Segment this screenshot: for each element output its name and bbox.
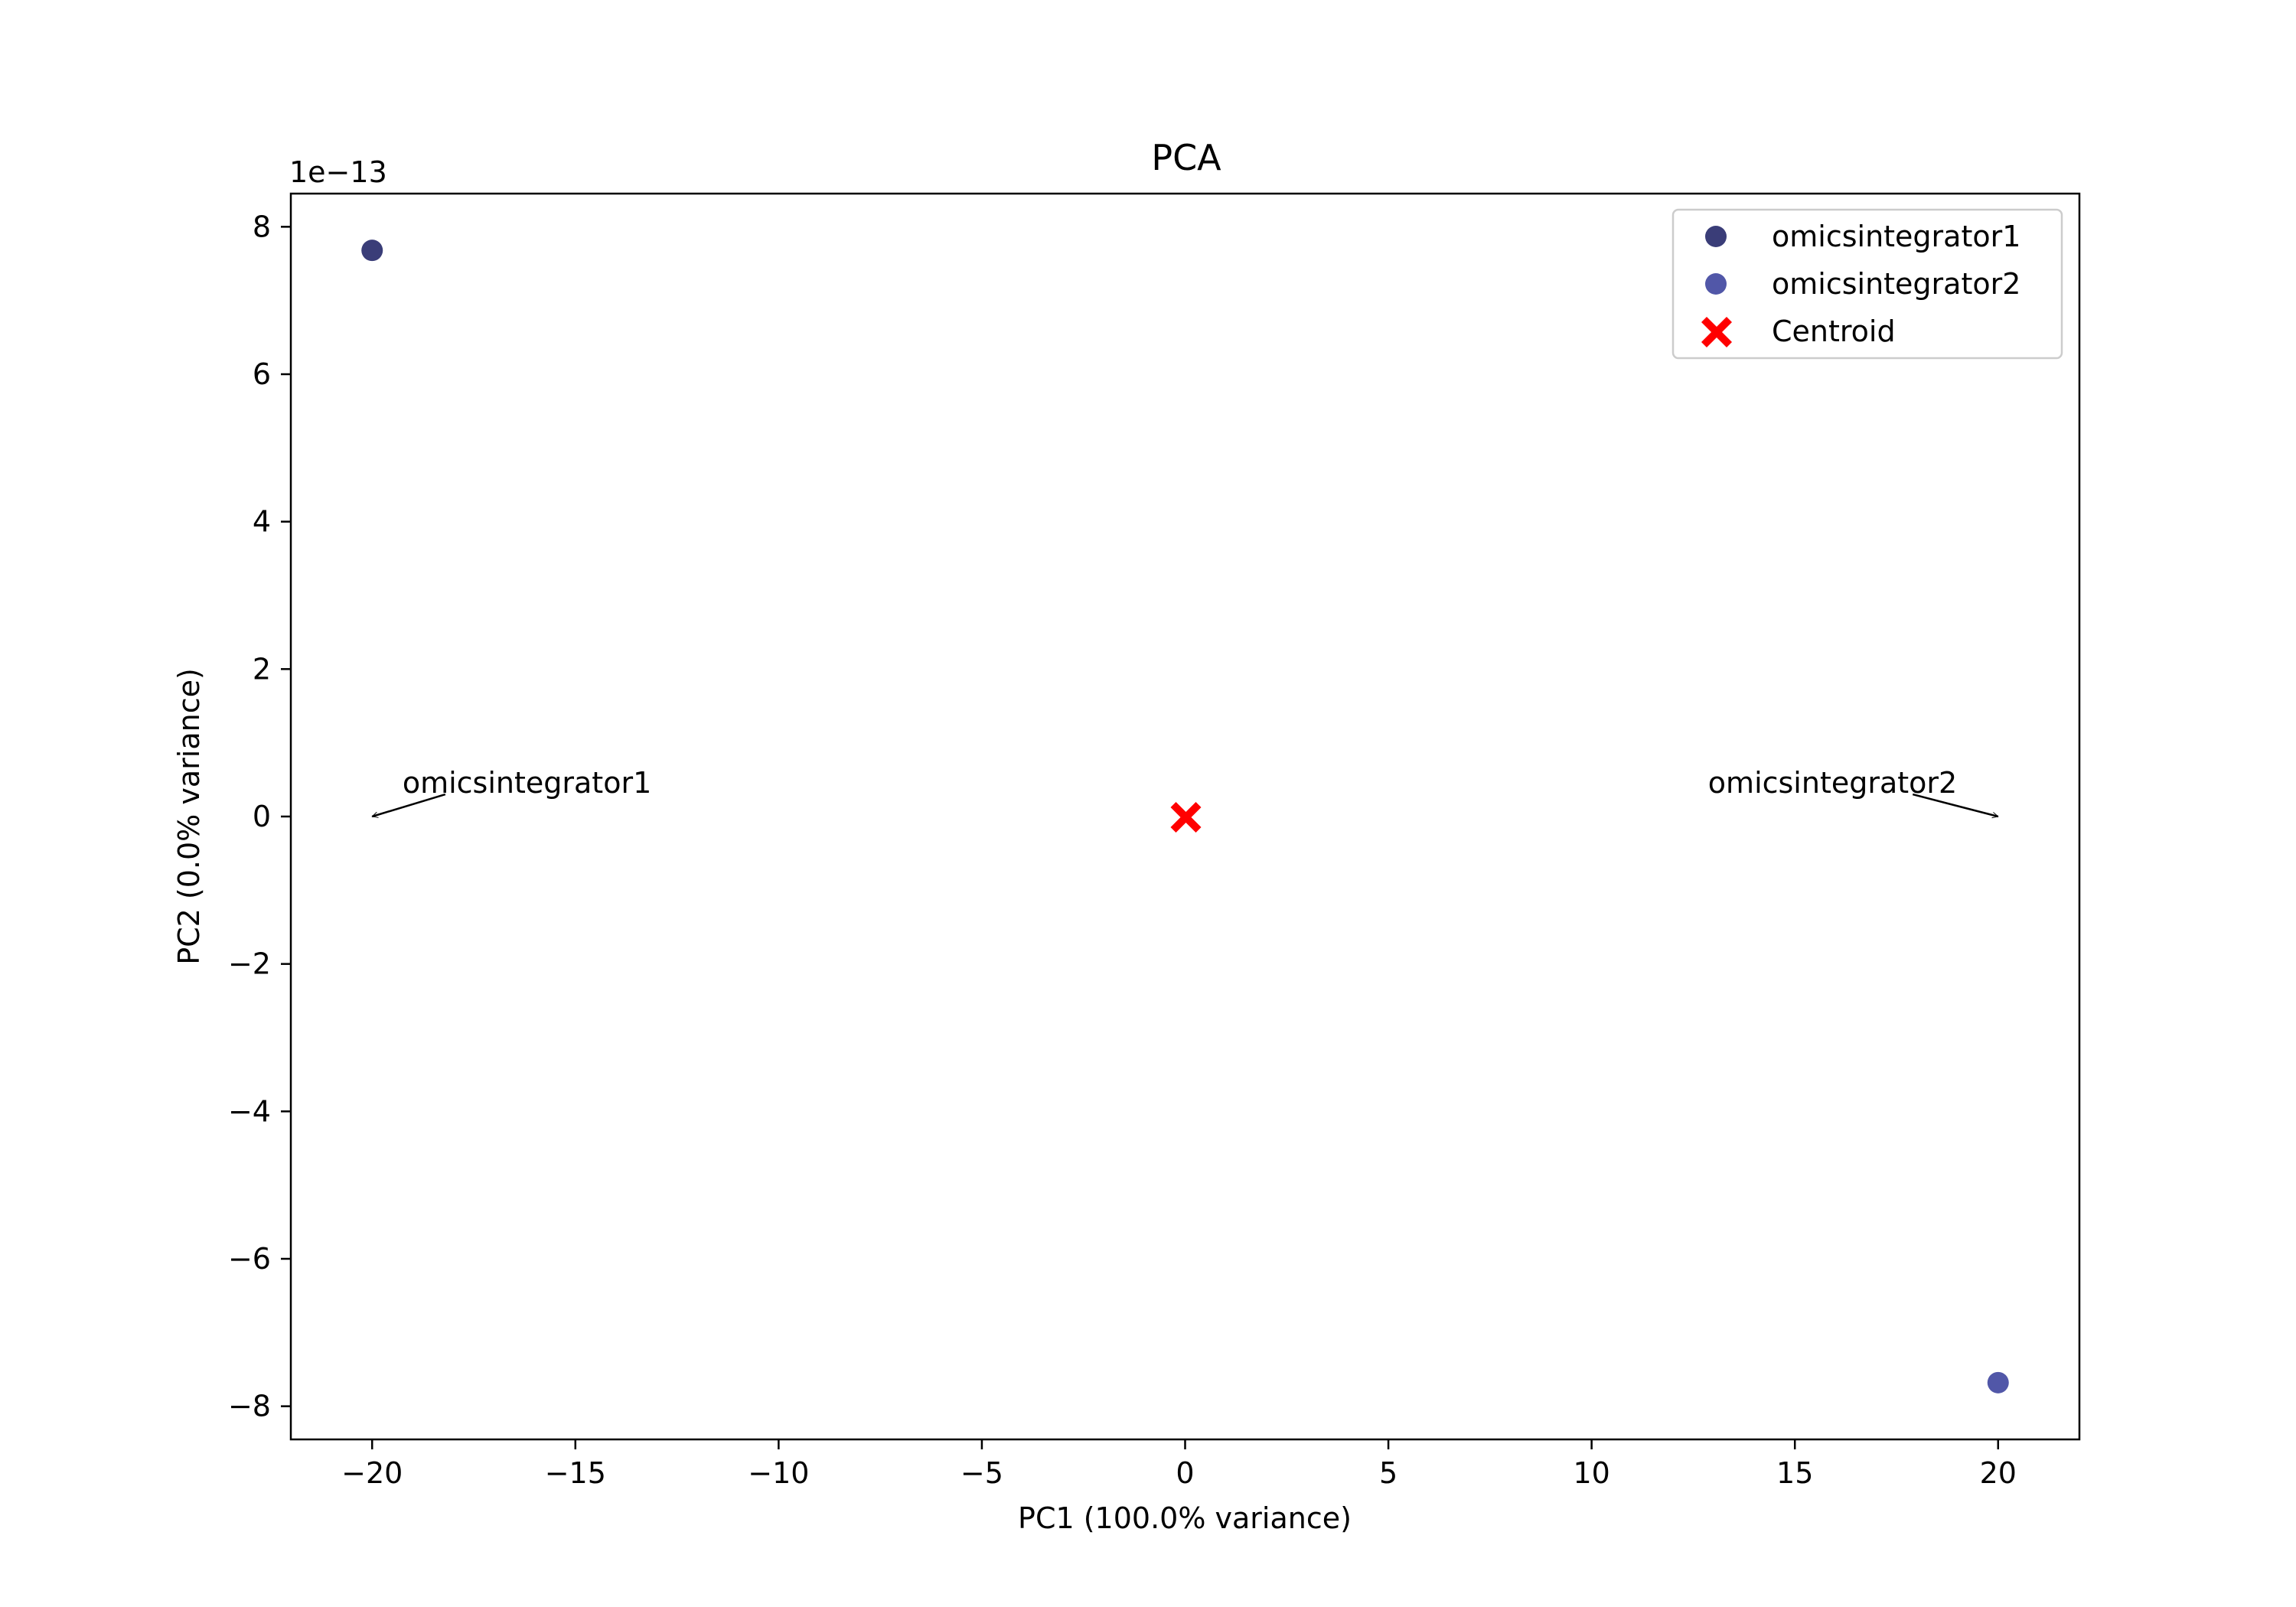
centroid-marker [1170, 802, 1202, 833]
x-tick-label: −5 [960, 1456, 1003, 1490]
annotation-arrow [372, 793, 446, 817]
x-tick-label: 15 [1776, 1456, 1813, 1490]
data-point [1987, 1371, 2009, 1393]
y-tick-label: 4 [253, 505, 271, 539]
x-tick-label: 5 [1379, 1456, 1397, 1490]
y-tick-label: −2 [228, 947, 271, 981]
legend-marker [1701, 317, 1732, 347]
chart-title: PCA [1151, 137, 1221, 178]
legend-marker [1705, 226, 1727, 247]
x-tick-label: 10 [1573, 1456, 1609, 1490]
x-tick-label: −15 [545, 1456, 606, 1490]
y-tick-label: 2 [253, 652, 271, 686]
annotation-arrow [1912, 793, 1998, 817]
data-point [361, 240, 383, 262]
y-axis-label: PC2 (0.0% variance) [172, 668, 206, 965]
x-axis-label: PC1 (100.0% variance) [1018, 1501, 1352, 1535]
legend-label: omicsintegrator2 [1772, 267, 2020, 301]
x-tick-label: 20 [1980, 1456, 2017, 1490]
y-axis-ticks: −8 −6 −4 −2 0 2 4 6 8 [228, 210, 291, 1423]
legend: omicsintegrator1 omicsintegrator2 Centroid [1671, 208, 2063, 360]
y-tick-label: 8 [253, 210, 271, 243]
y-tick-label: −4 [228, 1094, 271, 1128]
y-tick-label: 0 [253, 800, 271, 833]
x-tick-label: −10 [748, 1456, 809, 1490]
y-tick-label: −8 [228, 1390, 271, 1423]
legend-marker [1705, 273, 1727, 295]
y-tick-label: −6 [228, 1242, 271, 1276]
legend-box [1671, 208, 2063, 360]
x-axis-ticks: −20 −15 −10 −5 0 5 10 15 20 [341, 1439, 2017, 1490]
annotation-label: omicsintegrator2 [1708, 766, 1957, 800]
annotations: omicsintegrator1 omicsintegrator2 [372, 766, 1998, 817]
y-offset-label: 1e−13 [289, 155, 387, 189]
x-tick-label: 0 [1176, 1456, 1194, 1490]
x-tick-label: −20 [341, 1456, 403, 1490]
legend-label: omicsintegrator1 [1772, 220, 2020, 253]
data-points [361, 240, 2009, 1393]
y-tick-label: 6 [253, 357, 271, 391]
annotation-label: omicsintegrator1 [403, 766, 651, 800]
legend-label: Centroid [1772, 315, 1896, 348]
